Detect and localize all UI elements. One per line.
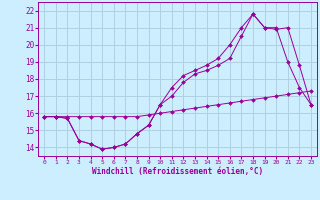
X-axis label: Windchill (Refroidissement éolien,°C): Windchill (Refroidissement éolien,°C): [92, 167, 263, 176]
